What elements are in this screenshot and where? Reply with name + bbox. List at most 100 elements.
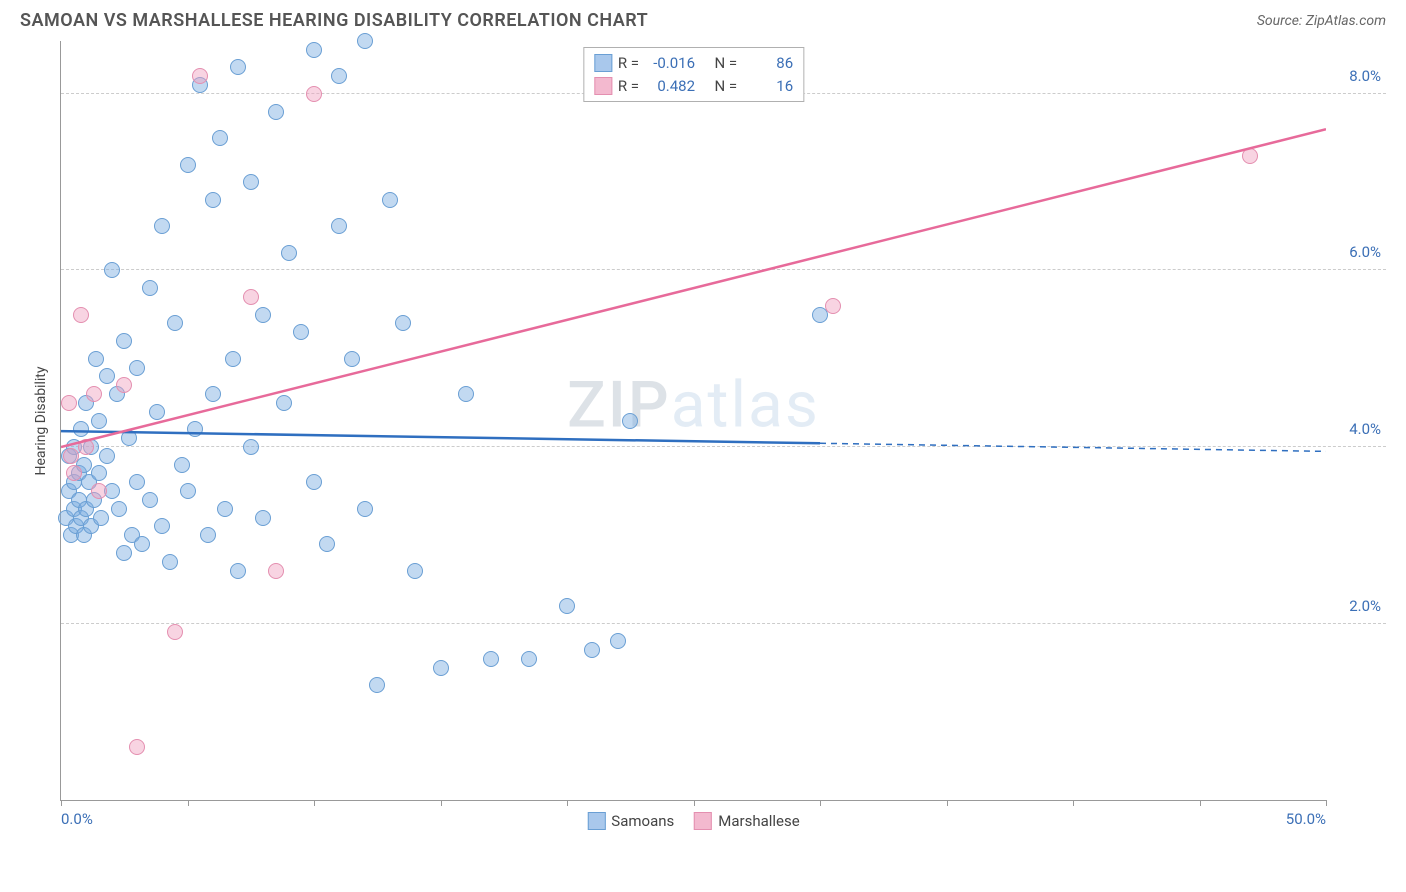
gridline <box>61 446 1386 447</box>
x-tick <box>1326 800 1327 806</box>
data-point <box>116 545 132 561</box>
data-point <box>93 510 109 526</box>
data-point <box>281 245 297 261</box>
x-tick <box>947 800 948 806</box>
data-point <box>255 510 271 526</box>
legend-n-label: N = <box>715 75 738 98</box>
data-point <box>121 430 137 446</box>
data-point <box>63 448 79 464</box>
legend-r-label: R = <box>618 75 639 98</box>
data-point <box>331 68 347 84</box>
x-tick <box>188 800 189 806</box>
data-point <box>180 157 196 173</box>
chart-header: SAMOAN VS MARSHALLESE HEARING DISABILITY… <box>0 0 1406 36</box>
data-point <box>187 421 203 437</box>
data-point <box>129 739 145 755</box>
data-point <box>357 33 373 49</box>
data-point <box>129 474 145 490</box>
data-point <box>174 457 190 473</box>
data-point <box>91 413 107 429</box>
gridline <box>61 623 1386 624</box>
legend-series-item: Marshallese <box>694 812 799 830</box>
watermark-zip: ZIP <box>567 368 671 443</box>
legend-series-label: Marshallese <box>718 812 799 830</box>
data-point <box>293 324 309 340</box>
y-tick-label: 2.0% <box>1349 597 1381 615</box>
data-point <box>205 386 221 402</box>
data-point <box>149 404 165 420</box>
data-point <box>88 351 104 367</box>
data-point <box>243 289 259 305</box>
data-point <box>825 298 841 314</box>
data-point <box>86 386 102 402</box>
data-point <box>205 192 221 208</box>
legend-swatch <box>594 77 612 95</box>
data-point <box>1242 148 1258 164</box>
x-tick <box>1200 800 1201 806</box>
legend-correlation-row: R = -0.016 N =86 <box>594 52 793 75</box>
data-point <box>225 351 241 367</box>
data-point <box>357 501 373 517</box>
data-point <box>66 465 82 481</box>
data-point <box>483 651 499 667</box>
data-point <box>622 413 638 429</box>
legend-series: Samoans Marshallese <box>587 812 799 830</box>
data-point <box>521 651 537 667</box>
data-point <box>306 474 322 490</box>
data-point <box>407 563 423 579</box>
data-point <box>192 68 208 84</box>
data-point <box>268 104 284 120</box>
x-tick <box>314 800 315 806</box>
data-point <box>243 174 259 190</box>
data-point <box>344 351 360 367</box>
data-point <box>382 192 398 208</box>
legend-correlation-row: R =0.482 N =16 <box>594 75 793 98</box>
data-point <box>142 280 158 296</box>
data-point <box>73 421 89 437</box>
data-point <box>268 563 284 579</box>
legend-n-label: N = <box>715 52 738 75</box>
data-point <box>129 360 145 376</box>
trend-lines <box>61 41 1326 800</box>
data-point <box>331 218 347 234</box>
legend-n-value: 16 <box>743 75 793 98</box>
legend-series-label: Samoans <box>611 812 674 830</box>
data-point <box>200 527 216 543</box>
data-point <box>276 395 292 411</box>
data-point <box>134 536 150 552</box>
data-point <box>73 307 89 323</box>
data-point <box>91 465 107 481</box>
x-tick <box>61 800 62 806</box>
x-tick <box>1073 800 1074 806</box>
plot-area: Hearing Disability ZIPatlas R =-0.016 N … <box>60 41 1326 801</box>
x-tick <box>820 800 821 806</box>
data-point <box>458 386 474 402</box>
legend-swatch <box>587 812 605 830</box>
data-point <box>230 59 246 75</box>
y-tick-label: 4.0% <box>1349 420 1381 438</box>
x-tick-label: 50.0% <box>1286 810 1326 828</box>
watermark-atlas: atlas <box>671 368 820 443</box>
x-tick <box>694 800 695 806</box>
gridline <box>61 269 1386 270</box>
y-axis-title: Hearing Disability <box>33 366 49 475</box>
watermark: ZIPatlas <box>567 368 820 443</box>
data-point <box>306 42 322 58</box>
data-point <box>162 554 178 570</box>
data-point <box>395 315 411 331</box>
chart-source: Source: ZipAtlas.com <box>1257 13 1386 29</box>
data-point <box>610 633 626 649</box>
data-point <box>180 483 196 499</box>
legend-swatch <box>694 812 712 830</box>
chart-title: SAMOAN VS MARSHALLESE HEARING DISABILITY… <box>20 10 648 31</box>
data-point <box>584 642 600 658</box>
data-point <box>559 598 575 614</box>
legend-r-label: R = <box>618 52 639 75</box>
legend-swatch <box>594 54 612 72</box>
y-tick-label: 8.0% <box>1349 67 1381 85</box>
data-point <box>91 483 107 499</box>
legend-r-value: -0.016 <box>645 52 695 75</box>
data-point <box>111 501 127 517</box>
legend-n-value: 86 <box>743 52 793 75</box>
data-point <box>255 307 271 323</box>
